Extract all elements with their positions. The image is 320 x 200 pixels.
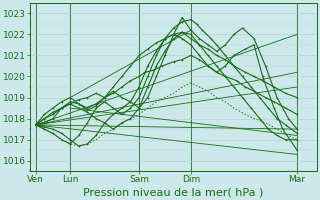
- X-axis label: Pression niveau de la mer( hPa ): Pression niveau de la mer( hPa ): [84, 187, 264, 197]
